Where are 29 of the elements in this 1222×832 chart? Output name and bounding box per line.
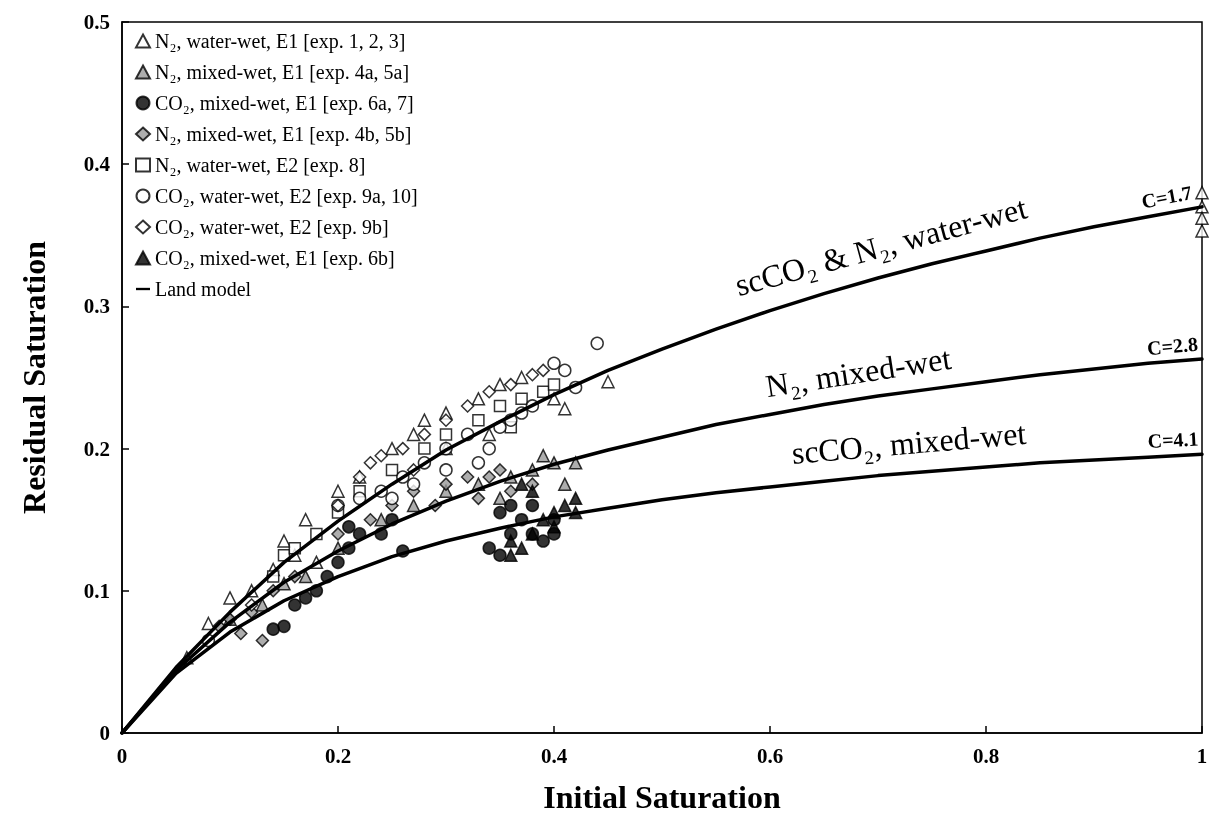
x-tick-label: 1	[1196, 743, 1208, 768]
x-axis-title: Initial Saturation	[543, 779, 781, 815]
annotation: scCO₂ & N₂, water-wet	[731, 189, 1031, 303]
annotation: scCO₂, mixed-wet	[790, 414, 1028, 472]
legend-label: N₂, water-wet, E1 [exp. 1, 2, 3]	[155, 30, 406, 53]
x-tick-label: 0.8	[972, 743, 1000, 768]
x-tick-label: 0.2	[324, 743, 352, 768]
y-axis-title: Residual Saturation	[16, 240, 52, 514]
y-tick-label: 0	[99, 721, 110, 745]
legend-label: N₂, mixed-wet, E1 [exp. 4b, 5b]	[155, 123, 412, 146]
legend-label: CO₂, mixed-wet, E1 [exp. 6a, 7]	[155, 92, 414, 115]
legend-label: CO₂, mixed-wet, E1 [exp. 6b]	[155, 247, 395, 270]
y-tick-label: 0.2	[83, 436, 110, 461]
annotation: C=2.8	[1146, 332, 1199, 360]
x-tick-label: 0.6	[756, 743, 784, 768]
y-tick-label: 0.5	[83, 10, 110, 34]
legend-label: N₂, mixed-wet, E1 [exp. 4a, 5a]	[155, 61, 410, 84]
y-tick-label: 0.3	[83, 294, 110, 319]
y-tick-label: 0.4	[83, 152, 111, 177]
annotation: C=1.7	[1139, 181, 1194, 213]
legend-label: Land model	[155, 278, 252, 300]
x-tick-label: 0.4	[540, 743, 568, 768]
y-tick-label: 0.1	[83, 578, 110, 603]
legend-label: CO₂, water-wet, E2 [exp. 9b]	[155, 216, 389, 239]
annotation: N₂, mixed-wet	[763, 339, 954, 405]
legend-label: N₂, water-wet, E2 [exp. 8]	[155, 154, 366, 177]
annotation: C=4.1	[1147, 427, 1200, 453]
x-tick-label: 0	[116, 743, 128, 768]
legend-label: CO₂, water-wet, E2 [exp. 9a, 10]	[155, 185, 418, 208]
